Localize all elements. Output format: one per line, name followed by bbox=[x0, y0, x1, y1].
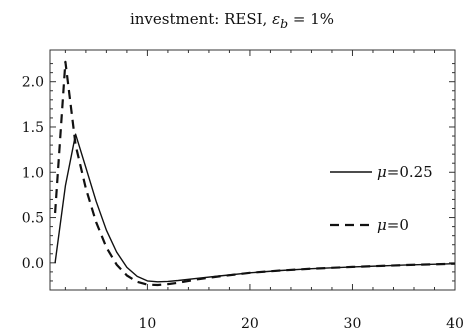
x-tick-label: 40 bbox=[446, 316, 464, 332]
legend-label-2: μ=0 bbox=[377, 216, 409, 234]
y-tick-label: 1.0 bbox=[22, 165, 44, 181]
chart-title-epsilon: ε bbox=[272, 10, 281, 28]
chart-title-suffix: = 1% bbox=[288, 10, 335, 28]
legend-mu-symbol: μ bbox=[377, 216, 387, 234]
plot-frame bbox=[49, 49, 456, 291]
chart-title-subscript: b bbox=[280, 16, 289, 31]
y-tick-label: 1.5 bbox=[22, 120, 44, 136]
y-tick-label: 2.0 bbox=[22, 75, 44, 91]
legend: μ=0.25μ=0 bbox=[330, 163, 433, 234]
axes-frame bbox=[49, 49, 456, 291]
legend-value: =0 bbox=[387, 216, 409, 234]
axis-ticks: 0.0 0.5 1.0 1.5 2.0 10 20 30 40 bbox=[22, 50, 464, 332]
y-tick-label: 0.0 bbox=[22, 256, 44, 272]
x-tick-label: 20 bbox=[241, 316, 259, 332]
chart-title-text: investment: RESI, bbox=[129, 10, 273, 28]
legend-value: =0.25 bbox=[387, 163, 433, 181]
legend-label-1: μ=0.25 bbox=[377, 163, 433, 181]
series-line-2 bbox=[54, 60, 456, 287]
x-tick-label: 10 bbox=[138, 316, 156, 332]
series-line-1 bbox=[54, 133, 456, 283]
series-layer bbox=[54, 60, 456, 287]
x-tick-label: 30 bbox=[344, 316, 362, 332]
legend-mu-symbol: μ bbox=[377, 163, 387, 181]
chart-title: investment: RESI, εb = 1% bbox=[0, 10, 464, 31]
y-tick-label: 0.5 bbox=[22, 211, 44, 227]
